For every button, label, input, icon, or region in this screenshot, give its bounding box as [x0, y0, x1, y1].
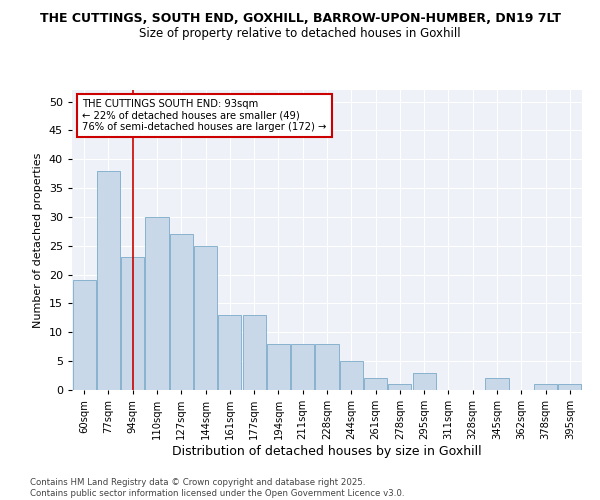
- Bar: [291, 344, 314, 390]
- Bar: [364, 378, 387, 390]
- Bar: [534, 384, 557, 390]
- Text: THE CUTTINGS, SOUTH END, GOXHILL, BARROW-UPON-HUMBER, DN19 7LT: THE CUTTINGS, SOUTH END, GOXHILL, BARROW…: [40, 12, 560, 26]
- Bar: [194, 246, 217, 390]
- Bar: [388, 384, 412, 390]
- Bar: [242, 315, 266, 390]
- Bar: [559, 384, 581, 390]
- Bar: [170, 234, 193, 390]
- X-axis label: Distribution of detached houses by size in Goxhill: Distribution of detached houses by size …: [172, 445, 482, 458]
- Bar: [267, 344, 290, 390]
- Text: Size of property relative to detached houses in Goxhill: Size of property relative to detached ho…: [139, 28, 461, 40]
- Bar: [485, 378, 509, 390]
- Text: Contains HM Land Registry data © Crown copyright and database right 2025.
Contai: Contains HM Land Registry data © Crown c…: [30, 478, 404, 498]
- Bar: [340, 361, 363, 390]
- Bar: [97, 171, 120, 390]
- Text: THE CUTTINGS SOUTH END: 93sqm
← 22% of detached houses are smaller (49)
76% of s: THE CUTTINGS SOUTH END: 93sqm ← 22% of d…: [82, 99, 326, 132]
- Bar: [413, 372, 436, 390]
- Y-axis label: Number of detached properties: Number of detached properties: [33, 152, 43, 328]
- Bar: [73, 280, 95, 390]
- Bar: [121, 258, 144, 390]
- Bar: [145, 217, 169, 390]
- Bar: [218, 315, 241, 390]
- Bar: [316, 344, 338, 390]
